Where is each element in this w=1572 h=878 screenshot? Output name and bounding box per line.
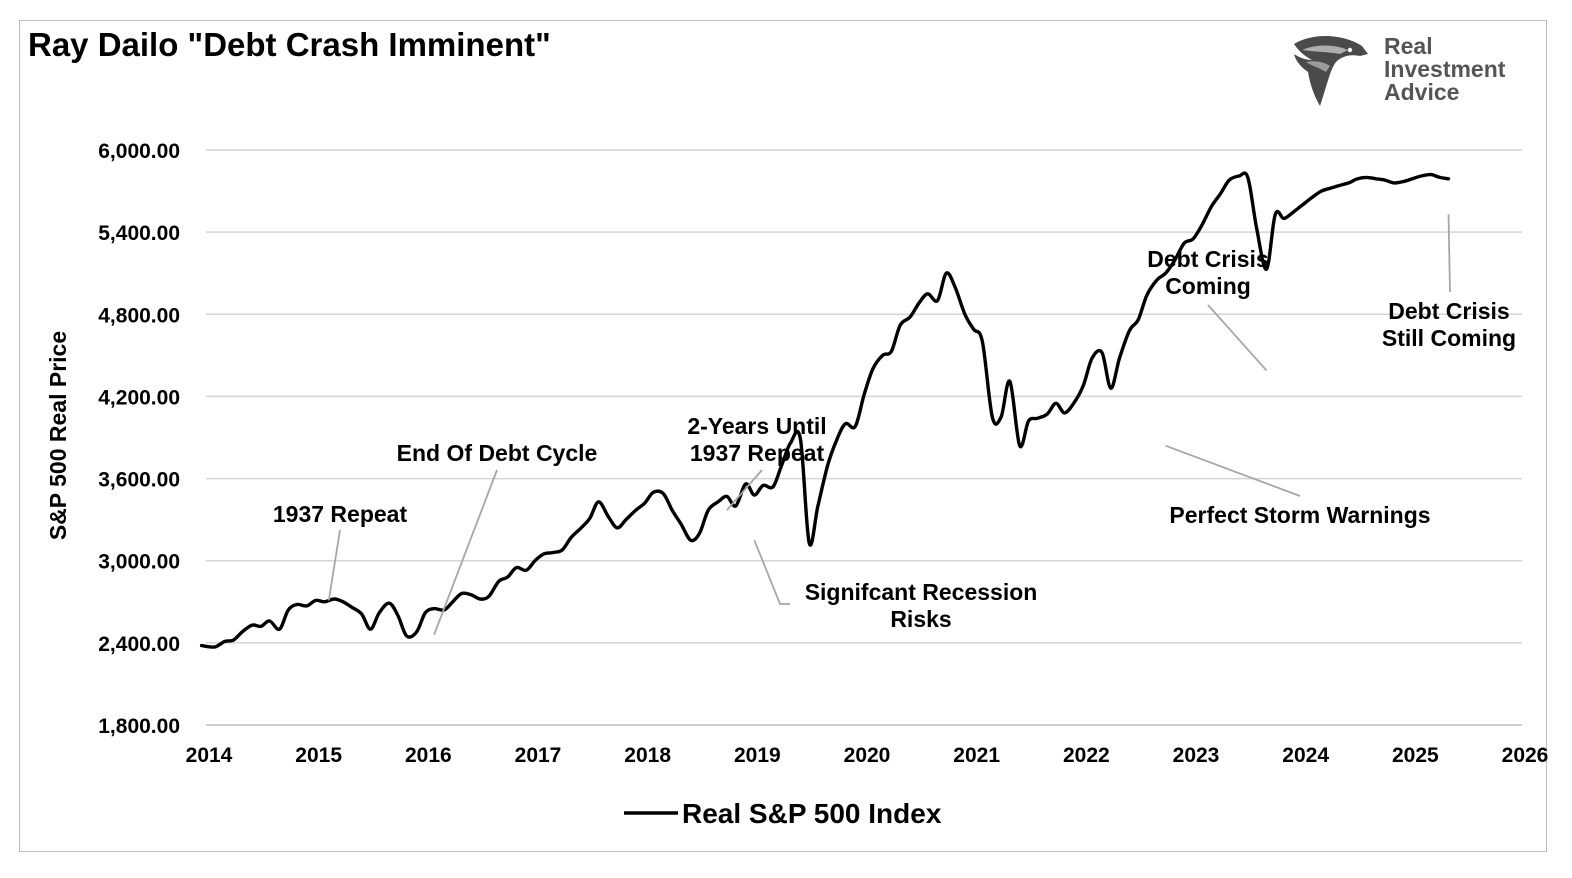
annotation-label: 2-Years Until bbox=[687, 413, 826, 439]
annotation-leader bbox=[1165, 444, 1301, 497]
eagle-head-icon bbox=[1294, 36, 1368, 106]
annotation-label: Debt Crisis bbox=[1388, 298, 1509, 324]
x-tick-label: 2019 bbox=[734, 744, 781, 767]
x-tick-label: 2016 bbox=[405, 744, 452, 767]
x-tick-label: 2026 bbox=[1502, 744, 1549, 767]
annotation-label: Signifcant Recession bbox=[805, 579, 1038, 605]
chart-frame bbox=[19, 20, 1547, 852]
x-tick-label: 2020 bbox=[844, 744, 891, 767]
x-tick-label: 2017 bbox=[515, 744, 562, 767]
logo-line: Advice bbox=[1384, 79, 1460, 105]
x-tick-label: 2025 bbox=[1392, 744, 1439, 767]
y-tick-label: 4,200.00 bbox=[98, 386, 180, 409]
annotation-leader bbox=[726, 469, 763, 511]
annotation-label: Coming bbox=[1165, 273, 1251, 299]
annotation-label: 1937 Repeat bbox=[690, 440, 825, 466]
y-tick-label: 3,600.00 bbox=[98, 469, 180, 492]
logo: Real Investment Advice bbox=[1290, 32, 1530, 112]
logo-line: Real bbox=[1384, 33, 1433, 59]
y-tick-label: 4,800.00 bbox=[98, 304, 180, 327]
annotation-label: Debt Crisis bbox=[1147, 246, 1268, 272]
x-tick-label: 2021 bbox=[953, 744, 1000, 767]
annotation-label: 1937 Repeat bbox=[273, 501, 408, 527]
x-tick-label: 2018 bbox=[624, 744, 671, 767]
annotation-leader bbox=[1207, 304, 1268, 372]
annotation-label: Perfect Storm Warnings bbox=[1169, 502, 1430, 528]
chart-title: Ray Dailo "Debt Crash Imminent" bbox=[28, 26, 551, 63]
legend-label: Real S&P 500 Index bbox=[682, 798, 942, 829]
series-line-real-sp500 bbox=[199, 171, 1451, 649]
logo-line: Investment bbox=[1384, 56, 1506, 82]
annotation-leader bbox=[1447, 214, 1451, 293]
y-tick-label: 3,000.00 bbox=[98, 551, 180, 574]
annotation-label: End Of Debt Cycle bbox=[397, 440, 598, 466]
annotation-leader bbox=[327, 529, 341, 601]
x-tick-label: 2015 bbox=[295, 744, 342, 767]
x-tick-label: 2024 bbox=[1282, 744, 1329, 767]
annotation-leader bbox=[753, 539, 790, 605]
y-tick-label: 2,400.00 bbox=[98, 633, 180, 656]
annotation-label: Risks bbox=[890, 606, 951, 632]
y-tick-label: 1,800.00 bbox=[98, 715, 180, 738]
logo-text: Real Investment Advice bbox=[1384, 35, 1505, 104]
x-tick-label: 2023 bbox=[1173, 744, 1220, 767]
x-tick-label: 2022 bbox=[1063, 744, 1110, 767]
y-axis-label: S&P 500 Real Price bbox=[45, 331, 71, 540]
annotation-label: Still Coming bbox=[1382, 325, 1516, 351]
y-tick-label: 5,400.00 bbox=[98, 222, 180, 245]
x-tick-label: 2014 bbox=[186, 744, 233, 767]
annotation-leader bbox=[433, 469, 498, 635]
y-tick-label: 6,000.00 bbox=[98, 140, 180, 163]
